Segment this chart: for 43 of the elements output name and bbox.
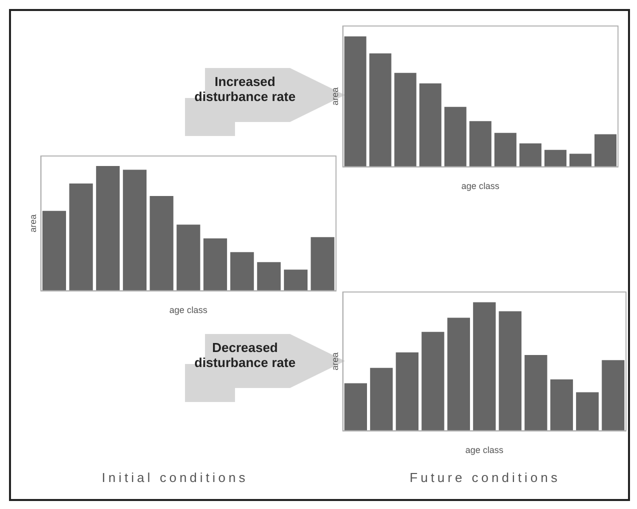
bar bbox=[594, 134, 616, 167]
x-axis-title: age class bbox=[169, 305, 208, 316]
bar bbox=[96, 166, 120, 291]
text: Future conditions bbox=[408, 470, 562, 485]
bar bbox=[498, 311, 522, 431]
bar bbox=[524, 354, 548, 431]
bar bbox=[310, 237, 334, 291]
bar bbox=[344, 383, 367, 431]
bar bbox=[370, 368, 393, 431]
bar bbox=[473, 302, 496, 431]
bar bbox=[602, 360, 624, 431]
bar bbox=[176, 224, 200, 291]
bar bbox=[257, 262, 281, 291]
bar bbox=[550, 379, 573, 431]
bar bbox=[444, 106, 466, 167]
bar bbox=[422, 332, 444, 431]
bar bbox=[369, 53, 392, 167]
y-axis-title: area bbox=[28, 214, 38, 232]
x-axis-title: age class bbox=[465, 445, 504, 456]
bar bbox=[42, 210, 66, 291]
y-axis-title: area bbox=[330, 352, 340, 370]
bar bbox=[569, 154, 592, 167]
bar bbox=[544, 150, 566, 167]
bar bbox=[419, 83, 442, 167]
y-axis-title: area bbox=[330, 87, 340, 106]
bar bbox=[122, 170, 147, 291]
text: Decreased disturbance rate bbox=[193, 340, 297, 370]
bar bbox=[469, 121, 492, 167]
x-axis-title: age class bbox=[461, 181, 500, 192]
bar bbox=[447, 318, 470, 431]
bar bbox=[230, 252, 254, 291]
text: Increased disturbance rate bbox=[193, 74, 297, 104]
bar bbox=[494, 132, 516, 167]
bar bbox=[69, 183, 93, 291]
bar bbox=[396, 352, 418, 431]
bar bbox=[519, 143, 542, 167]
bar bbox=[344, 36, 366, 167]
bar bbox=[284, 270, 308, 291]
bar bbox=[203, 238, 228, 291]
bar bbox=[394, 72, 416, 167]
bar bbox=[576, 392, 599, 431]
text: Initial conditions bbox=[100, 470, 250, 485]
bar bbox=[150, 196, 174, 291]
